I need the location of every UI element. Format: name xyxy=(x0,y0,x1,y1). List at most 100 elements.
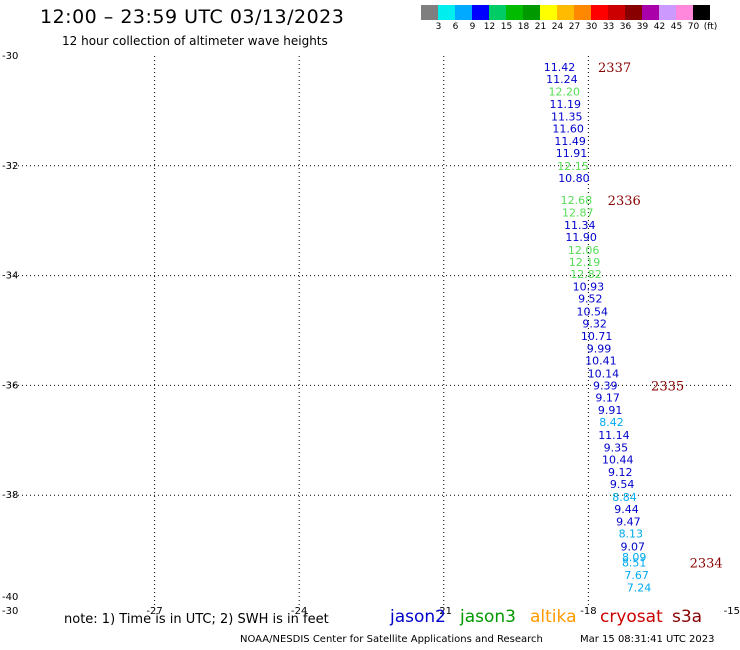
legend-s3a: s3a xyxy=(672,607,703,627)
x-tick-label: -21 xyxy=(436,606,452,617)
data-point-label: 10.44 xyxy=(602,454,634,467)
x-tick-label: -27 xyxy=(146,606,162,617)
data-point-label: 9.32 xyxy=(582,317,607,330)
x-tick-label: -15 xyxy=(724,606,740,617)
color-scale-label: 21 xyxy=(534,22,547,32)
data-point-label: 9.35 xyxy=(604,441,629,454)
data-point-label: 12.20 xyxy=(549,86,581,99)
time-label: 2334 xyxy=(690,557,723,572)
data-point-label: 12.68 xyxy=(561,194,593,207)
color-scale-swatch xyxy=(421,5,438,20)
color-scale-label: 12 xyxy=(483,22,496,32)
color-scale-swatch xyxy=(472,5,489,20)
color-scale-swatch xyxy=(489,5,506,20)
color-scale-swatch xyxy=(642,5,659,20)
data-point-label: 8.84 xyxy=(612,491,637,504)
data-point-label: 9.17 xyxy=(595,391,620,404)
color-scale-label: 39 xyxy=(636,22,649,32)
data-point-label: 8.42 xyxy=(599,416,624,429)
chart-title: 12:00 – 23:59 UTC 03/13/2023 xyxy=(40,6,345,28)
data-point-label: 12.06 xyxy=(568,244,600,257)
data-point-label: 9.99 xyxy=(587,343,612,356)
data-point-label: 9.91 xyxy=(598,404,623,417)
data-point-label: 10.41 xyxy=(585,355,617,368)
time-label: 2336 xyxy=(608,194,641,209)
color-scale-bar xyxy=(421,5,710,20)
data-point-label: 9.12 xyxy=(608,466,633,479)
data-point-label: 12.15 xyxy=(557,160,589,173)
color-scale-swatch xyxy=(608,5,625,20)
color-scale-label: (ft) xyxy=(703,22,718,32)
color-scale-swatch xyxy=(591,5,608,20)
data-point-label: 11.14 xyxy=(598,429,630,442)
color-scale-label: 42 xyxy=(653,22,666,32)
color-scale-label: 9 xyxy=(469,22,476,32)
data-point-label: 10.54 xyxy=(577,305,609,318)
data-point-label: 9.07 xyxy=(620,540,645,553)
color-scale-swatch xyxy=(455,5,472,20)
color-scale-label: 24 xyxy=(551,22,564,32)
color-scale-label: 33 xyxy=(602,22,615,32)
color-scale-swatch xyxy=(540,5,557,20)
data-point-label: 11.24 xyxy=(546,73,578,86)
data-point-label: 12.82 xyxy=(570,268,602,281)
color-scale-label: 15 xyxy=(500,22,513,32)
x-tick-label: -24 xyxy=(291,606,307,617)
legend-cryosat: cryosat xyxy=(600,607,663,627)
data-point-label: 9.52 xyxy=(578,293,603,306)
data-point-label: 12.19 xyxy=(569,256,601,269)
data-point-label: 10.80 xyxy=(558,172,590,185)
color-scale-swatch xyxy=(438,5,455,20)
color-scale-swatch xyxy=(693,5,710,20)
color-scale-label: 36 xyxy=(619,22,632,32)
data-point-label: 8.13 xyxy=(619,528,644,541)
data-point-label: 11.35 xyxy=(551,110,583,123)
x-tick-label: -30 xyxy=(2,606,18,617)
footer-credit: NOAA/NESDIS Center for Satellite Applica… xyxy=(240,634,543,645)
color-scale-label: 70 xyxy=(687,22,700,32)
color-scale-swatch xyxy=(506,5,523,20)
data-point-label: 10.93 xyxy=(573,281,605,294)
color-scale-swatch xyxy=(659,5,676,20)
legend-jason3: jason3 xyxy=(460,607,516,627)
data-point-label: 11.42 xyxy=(544,61,576,74)
y-tick-label: -30 xyxy=(2,51,18,62)
data-point-label: 11.19 xyxy=(550,98,582,111)
chart-subtitle: 12 hour collection of altimeter wave hei… xyxy=(62,34,328,48)
data-point-label: 10.71 xyxy=(581,330,613,343)
color-scale-swatch xyxy=(574,5,591,20)
color-scale-label: 18 xyxy=(517,22,530,32)
legend-jason2: jason2 xyxy=(390,607,446,627)
color-scale-label: 3 xyxy=(435,22,442,32)
color-scale-swatch xyxy=(557,5,574,20)
color-scale-swatch xyxy=(523,5,540,20)
x-tick-label: -18 xyxy=(580,606,596,617)
data-point-label: 9.39 xyxy=(593,379,618,392)
data-point-label: 11.91 xyxy=(556,147,588,160)
data-point-label: 10.14 xyxy=(588,367,620,380)
time-label: 2335 xyxy=(651,379,684,394)
time-label: 2337 xyxy=(598,61,631,76)
color-scale-label: 6 xyxy=(452,22,459,32)
y-tick-label: -40 xyxy=(2,592,18,603)
footer-timestamp: Mar 15 08:31:41 UTC 2023 xyxy=(580,634,715,645)
data-point-label: 11.49 xyxy=(554,135,586,148)
y-tick-label: -38 xyxy=(2,490,18,501)
data-point-label: 11.90 xyxy=(565,231,597,244)
color-scale-label: 30 xyxy=(585,22,598,32)
data-point-label: 8.51 xyxy=(622,557,647,570)
data-point-label: 9.44 xyxy=(614,503,639,516)
y-tick-label: -34 xyxy=(2,271,18,282)
data-point-label: 11.60 xyxy=(552,122,584,135)
color-scale-label: 27 xyxy=(568,22,581,32)
data-point-label: 12.87 xyxy=(562,206,594,219)
data-point-label: 9.54 xyxy=(610,478,635,491)
data-point-label: 7.24 xyxy=(627,581,652,594)
data-point-label: 9.47 xyxy=(616,516,641,529)
color-scale-label: 45 xyxy=(670,22,683,32)
color-scale-swatch xyxy=(625,5,642,20)
footer-note: note: 1) Time is in UTC; 2) SWH is in fe… xyxy=(64,612,329,627)
data-point-label: 8.09 xyxy=(622,551,647,564)
data-point-label: 7.67 xyxy=(624,569,649,582)
